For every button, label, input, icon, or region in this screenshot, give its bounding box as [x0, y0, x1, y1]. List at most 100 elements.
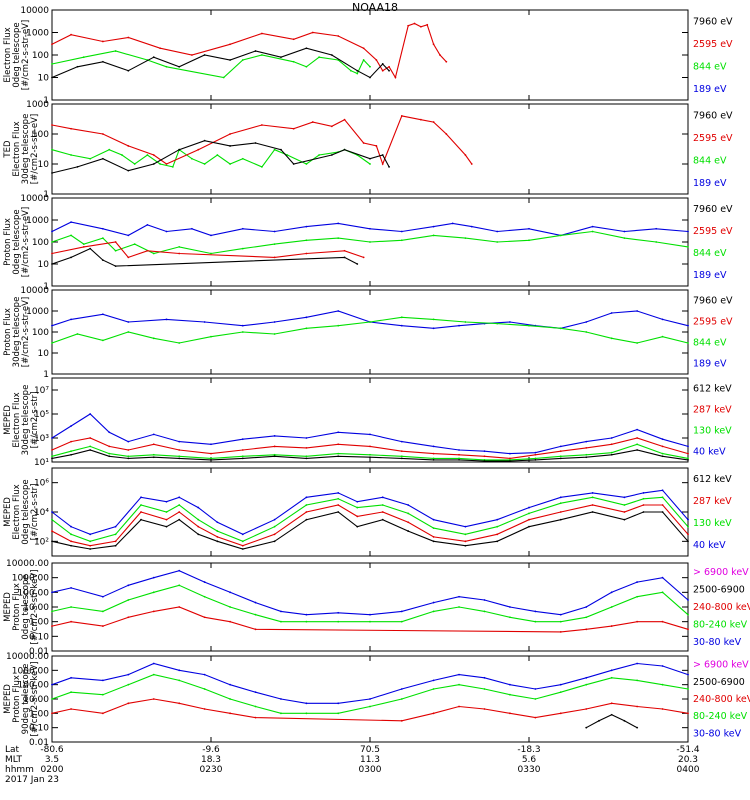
data-point — [70, 453, 72, 456]
data-point — [369, 227, 371, 230]
data-point — [432, 327, 435, 330]
data-point — [51, 683, 53, 686]
y-tick-label: 100 — [32, 51, 49, 61]
data-point — [133, 243, 136, 246]
data-point — [222, 76, 225, 79]
data-point — [101, 625, 104, 627]
data-point — [292, 127, 295, 130]
y-tick-label: 10000 — [20, 286, 49, 296]
data-point — [483, 610, 486, 613]
data-point — [178, 669, 181, 672]
data-point — [432, 121, 435, 123]
data-point — [375, 59, 378, 61]
data-point — [229, 620, 231, 623]
series-line — [51, 606, 689, 633]
data-point — [343, 118, 346, 121]
data-point — [458, 606, 460, 608]
data-point — [178, 440, 181, 443]
data-point — [82, 56, 85, 59]
data-point — [51, 148, 53, 151]
data-point — [636, 449, 639, 451]
legend-entry: 844 eV — [693, 248, 727, 259]
data-point — [51, 591, 53, 594]
series-line — [51, 230, 689, 255]
data-point — [687, 342, 689, 344]
data-point — [610, 443, 613, 446]
data-point — [356, 72, 359, 75]
data-point — [216, 540, 219, 543]
data-point — [89, 540, 92, 543]
data-point — [687, 688, 689, 690]
data-point — [241, 157, 244, 160]
data-point — [114, 241, 117, 243]
data-point — [292, 163, 295, 165]
data-point — [127, 321, 130, 323]
data-point — [101, 595, 104, 598]
data-point — [445, 60, 448, 63]
legend-entry: > 6900 keV — [693, 660, 749, 671]
data-point — [687, 599, 689, 601]
data-point — [661, 591, 664, 594]
footer-mlt-value: 3.5 — [45, 755, 59, 765]
data-point — [127, 702, 130, 705]
data-point — [598, 719, 600, 722]
data-point — [661, 452, 664, 455]
data-point — [146, 249, 149, 252]
data-point — [585, 606, 588, 608]
data-point — [165, 230, 168, 233]
data-point — [687, 673, 689, 676]
data-point — [661, 335, 664, 338]
y-tick-label: 1000 — [26, 100, 49, 110]
data-point — [458, 458, 460, 461]
data-point — [388, 69, 390, 72]
data-point — [369, 76, 371, 79]
data-point — [413, 22, 416, 25]
data-point — [152, 591, 155, 594]
data-point — [305, 455, 308, 458]
legend-entry: 40 keV — [693, 540, 726, 551]
legend-entry: > 6900 keV — [693, 567, 749, 578]
data-point — [432, 457, 435, 460]
data-point — [432, 540, 435, 543]
y-tick-label: 10⁶ — [34, 479, 49, 489]
data-point — [407, 530, 410, 532]
data-point — [101, 693, 104, 696]
data-point — [559, 455, 562, 458]
data-point — [388, 166, 390, 168]
footer-mlt-value: 11.3 — [360, 755, 380, 765]
data-point — [458, 705, 460, 708]
data-point — [369, 163, 371, 165]
data-point — [70, 425, 72, 427]
y-tick-label: 10000.00 — [6, 559, 49, 569]
data-point — [51, 610, 53, 613]
data-point — [76, 65, 79, 68]
legend-entry: 287 keV — [693, 496, 732, 507]
data-point — [273, 525, 276, 528]
data-point — [305, 327, 308, 330]
data-point — [400, 316, 403, 319]
data-point — [70, 533, 72, 536]
data-point — [337, 324, 340, 327]
data-point — [101, 133, 104, 135]
y-tick-label: 1 — [43, 370, 49, 380]
data-point — [140, 496, 142, 499]
data-point — [241, 227, 244, 230]
footer-mlt-value: 5.6 — [522, 755, 537, 765]
y-axis-label: [#/cm2-s-str-eV] — [21, 20, 31, 90]
y-tick-label: 1000 — [26, 29, 49, 39]
data-point — [381, 518, 384, 521]
legend-entry: 7960 eV — [693, 16, 733, 27]
y-axis-label: [#/cm2-s-str-eV] — [21, 297, 31, 367]
data-point — [432, 318, 435, 321]
data-point — [101, 339, 104, 342]
data-point — [470, 163, 473, 165]
data-point — [585, 683, 588, 686]
data-point — [661, 455, 664, 458]
data-point — [127, 234, 130, 237]
data-point — [165, 511, 168, 513]
data-point — [636, 620, 639, 623]
data-point — [216, 154, 219, 156]
data-point — [388, 65, 390, 68]
footer-lat-value: -9.6 — [202, 745, 220, 755]
data-point — [687, 628, 689, 631]
